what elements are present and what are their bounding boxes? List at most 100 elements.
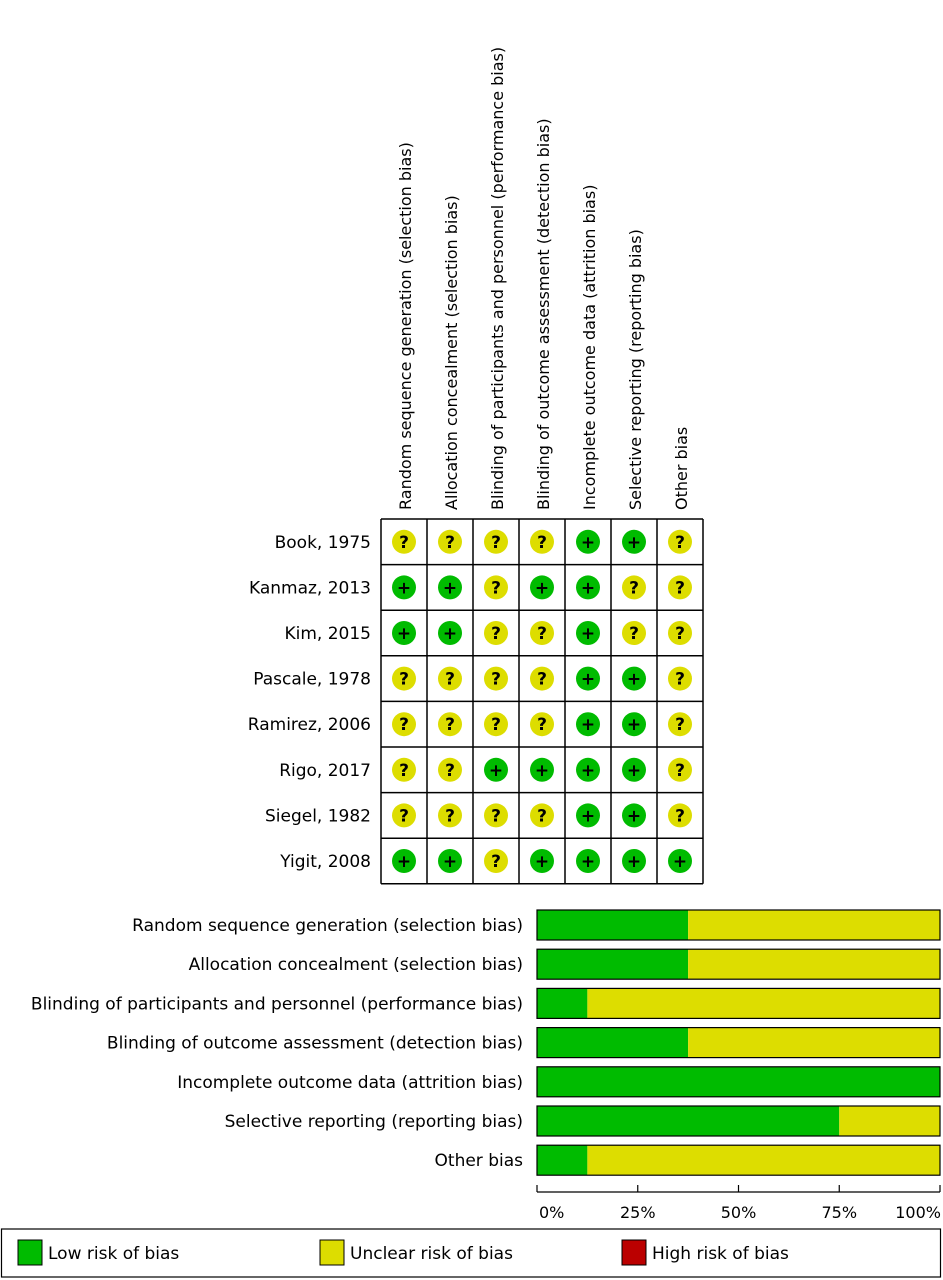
bar-outline [536,1066,941,1098]
judgement-symbol: + [627,670,641,690]
judgement-unclear-icon [484,666,508,691]
bar-segment-low [537,949,689,980]
judgement-unclear-icon [484,529,508,554]
judgement-unclear-icon [392,529,416,554]
judgement-symbol: ? [445,806,455,826]
judgement-low-icon [530,575,554,600]
bar-category-label: Incomplete outcome data (attrition bias) [177,1073,523,1093]
x-tick-label: 100% [895,1203,941,1222]
x-tick-label: 50% [721,1203,757,1222]
judgement-unclear-icon [438,529,462,554]
judgement-symbol: + [627,761,641,781]
bar-segment-low [537,1106,840,1136]
judgement-symbol: ? [629,578,639,598]
judgement-unclear-icon [668,621,692,645]
judgement-symbol: + [627,806,641,826]
study-label: Ramirez, 2006 [248,715,371,735]
judgement-symbol: ? [491,852,501,872]
judgement-unclear-icon [668,666,692,691]
judgement-symbol: + [489,761,503,781]
judgement-symbol: ? [399,761,409,781]
bar-segment-unclear [587,1145,940,1176]
judgement-low-icon [622,529,646,554]
bar-segment-unclear [587,988,940,1019]
judgement-low-icon [576,849,600,873]
judgement-unclear-icon [392,712,416,737]
judgement-symbol: ? [537,715,547,735]
judgement-low-icon [438,621,462,645]
judgement-symbol: ? [491,670,501,690]
judgement-symbol: ? [491,715,501,735]
x-tick-label: 0% [539,1203,564,1222]
judgement-symbol: ? [675,761,685,781]
legend-label: Unclear risk of bias [350,1244,513,1264]
judgement-symbol: ? [491,533,501,553]
judgement-low-icon [484,757,508,782]
judgement-symbol: ? [445,715,455,735]
judgement-unclear-icon [484,849,508,873]
judgement-symbol: + [535,852,549,872]
bar-category-label: Other bias [435,1151,524,1171]
legend-swatch-high [621,1239,647,1266]
judgement-low-icon [622,712,646,737]
x-tick-label: 25% [620,1203,656,1222]
judgement-symbol: ? [675,806,685,826]
judgement-symbol: + [397,578,411,598]
judgement-unclear-icon [484,803,508,828]
judgement-symbol: ? [399,670,409,690]
bar-outline [536,948,941,980]
judgement-low-icon [576,803,600,828]
judgement-low-icon [576,529,600,554]
judgement-symbol: + [673,852,687,872]
study-label: Yigit, 2008 [279,852,371,872]
judgement-symbol: ? [491,578,501,598]
column-header: Selective reporting (reporting bias) [626,229,645,510]
bar-segment-low [537,910,689,940]
judgement-symbol: + [581,715,595,735]
judgement-unclear-icon [530,803,554,828]
study-label: Kim, 2015 [284,624,371,644]
legend-label: Low risk of bias [48,1244,179,1264]
x-tick-label: 75% [821,1203,857,1222]
judgement-unclear-icon [668,575,692,600]
judgement-low-icon [392,849,416,873]
judgement-unclear-icon [484,712,508,737]
column-header: Blinding of outcome assessment (detectio… [534,118,553,510]
judgement-symbol: ? [675,715,685,735]
column-header: Allocation concealment (selection bias) [442,195,461,510]
judgement-symbol: ? [491,624,501,644]
judgement-symbol: ? [445,761,455,781]
judgement-unclear-icon [622,621,646,645]
bar-outline [536,1026,941,1059]
judgement-symbol: + [397,852,411,872]
bar-category-label: Blinding of participants and personnel (… [31,994,523,1014]
judgement-low-icon [576,757,600,782]
judgement-symbol: + [581,852,595,872]
risk-of-bias-summary: Random sequence generation (selection bi… [248,47,704,885]
judgement-symbol: ? [537,533,547,553]
column-header: Blinding of participants and personnel (… [488,47,507,510]
judgement-unclear-icon [484,575,508,600]
legend-swatch-unclear [319,1239,345,1266]
column-header: Incomplete outcome data (attrition bias) [580,185,599,510]
judgement-unclear-icon [530,529,554,554]
bar-outline [536,987,941,1020]
study-label: Rigo, 2017 [279,761,371,781]
judgement-low-icon [530,757,554,782]
judgement-symbol: ? [675,578,685,598]
legend-label: High risk of bias [652,1244,789,1264]
bar-segment-unclear [839,1106,940,1136]
bar-segment-low [537,1066,940,1097]
judgement-symbol: ? [399,533,409,553]
judgement-unclear-icon [484,621,508,645]
bar-outline [536,1105,941,1137]
judgement-symbol: ? [491,806,501,826]
judgement-symbol: + [397,624,411,644]
judgement-unclear-icon [438,803,462,828]
judgement-symbol: ? [675,624,685,644]
bar-outline [536,1144,941,1176]
judgement-unclear-icon [622,575,646,600]
bar-category-label: Selective reporting (reporting bias) [225,1112,523,1132]
judgement-symbol: + [627,715,641,735]
judgement-symbol: + [581,533,595,553]
